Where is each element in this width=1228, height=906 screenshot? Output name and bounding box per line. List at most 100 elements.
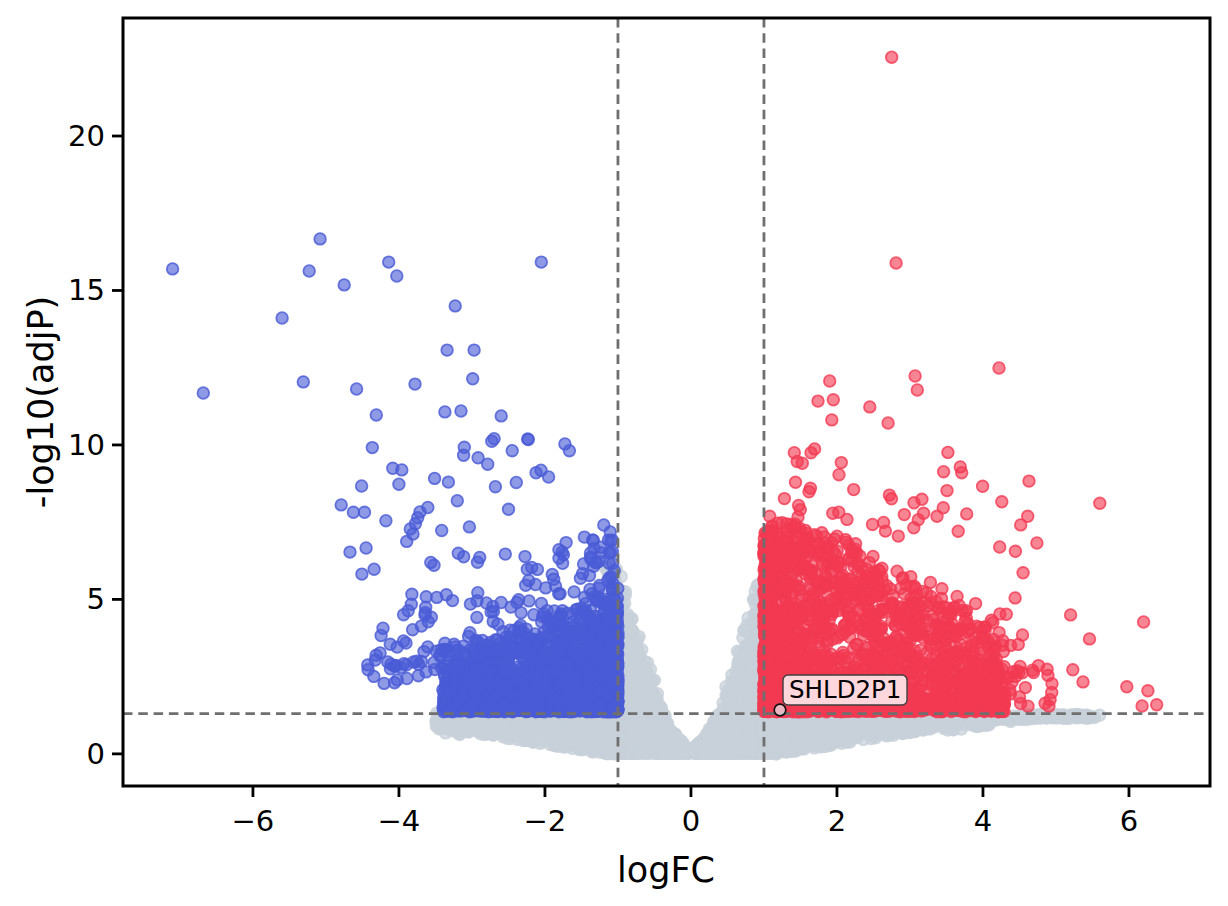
- x-tick-label: 6: [1120, 804, 1138, 838]
- point-ns: [630, 744, 642, 756]
- point-up: [827, 507, 839, 519]
- point-down: [474, 552, 486, 564]
- x-tick-label: −4: [378, 804, 421, 838]
- point-down: [490, 481, 502, 493]
- point-down: [515, 620, 527, 632]
- point-down: [423, 616, 435, 628]
- point-up: [941, 649, 953, 661]
- point-down: [414, 506, 426, 518]
- point-down: [338, 279, 350, 291]
- point-down: [513, 594, 525, 606]
- point-down: [298, 376, 310, 388]
- point-up: [909, 370, 921, 382]
- series-up-regulated: [758, 51, 1162, 717]
- point-ns: [586, 746, 598, 758]
- point-up: [922, 697, 934, 709]
- x-tick-label: −6: [232, 804, 275, 838]
- point-ns: [909, 726, 921, 738]
- point-up: [940, 622, 952, 634]
- point-up: [934, 673, 946, 685]
- point-up: [835, 561, 847, 573]
- point-up: [779, 649, 791, 661]
- point-down: [506, 445, 518, 457]
- x-tick-label: 2: [828, 804, 846, 838]
- point-down: [452, 495, 464, 507]
- point-up: [824, 375, 836, 387]
- point-up: [818, 644, 830, 656]
- point-up: [812, 395, 824, 407]
- point-ns: [748, 663, 760, 675]
- point-up: [987, 654, 999, 666]
- point-down: [553, 544, 565, 556]
- point-down: [527, 696, 539, 708]
- point-down: [488, 433, 500, 445]
- point-up: [811, 530, 823, 542]
- y-tick-label: 15: [68, 273, 105, 307]
- point-down: [468, 344, 480, 356]
- point-up: [1121, 681, 1133, 693]
- point-up: [931, 511, 943, 523]
- point-down: [477, 635, 489, 647]
- point-up: [788, 520, 800, 532]
- point-down: [393, 478, 405, 490]
- point-up: [870, 590, 882, 602]
- point-down: [458, 551, 470, 563]
- point-up: [1065, 609, 1077, 621]
- point-down: [389, 677, 401, 689]
- point-up: [793, 500, 805, 512]
- point-up: [1067, 664, 1079, 676]
- point-down: [488, 647, 500, 659]
- point-up: [999, 698, 1011, 710]
- point-down: [582, 689, 594, 701]
- point-down: [523, 575, 535, 587]
- point-up: [1042, 670, 1054, 682]
- point-ns: [879, 720, 891, 732]
- point-up: [941, 485, 953, 497]
- point-down: [368, 563, 380, 575]
- point-up: [790, 477, 802, 489]
- point-down: [591, 594, 603, 606]
- point-up: [899, 509, 911, 521]
- point-down: [598, 648, 610, 660]
- point-down: [411, 655, 423, 667]
- point-ns: [665, 741, 677, 753]
- point-down: [398, 609, 410, 621]
- point-up: [775, 538, 787, 550]
- point-ns: [525, 722, 537, 734]
- point-up: [917, 586, 929, 598]
- point-up: [844, 553, 856, 565]
- volcano-scatter-chart: SHLD2P1 −6−4−2024605101520 logFC -log10(…: [0, 0, 1228, 906]
- point-down: [344, 546, 356, 558]
- point-ns: [737, 632, 749, 644]
- point-ns: [720, 715, 732, 727]
- point-up: [848, 643, 860, 655]
- point-up: [795, 607, 807, 619]
- point-down: [585, 547, 597, 559]
- point-up: [842, 573, 854, 585]
- point-down: [591, 701, 603, 713]
- point-up: [809, 443, 821, 455]
- volcano-plot-figure: SHLD2P1 −6−4−2024605101520 logFC -log10(…: [0, 0, 1228, 906]
- point-up: [952, 525, 964, 537]
- point-down: [438, 646, 450, 658]
- point-up: [1020, 682, 1032, 694]
- point-down: [533, 681, 545, 693]
- point-up: [826, 609, 838, 621]
- point-ns: [649, 734, 661, 746]
- point-up: [790, 581, 802, 593]
- point-down: [422, 641, 434, 653]
- y-tick-label: 5: [87, 582, 105, 616]
- point-up: [817, 558, 829, 570]
- point-up: [808, 594, 820, 606]
- point-up: [779, 493, 791, 505]
- point-down: [377, 622, 389, 634]
- point-up: [761, 663, 773, 675]
- point-down: [606, 604, 618, 616]
- point-ns: [632, 633, 644, 645]
- point-down: [472, 587, 484, 599]
- point-down: [380, 515, 392, 527]
- x-tick-label: 4: [974, 804, 992, 838]
- point-down: [475, 680, 487, 692]
- series-down-regulated: [167, 233, 624, 718]
- point-up: [936, 583, 948, 595]
